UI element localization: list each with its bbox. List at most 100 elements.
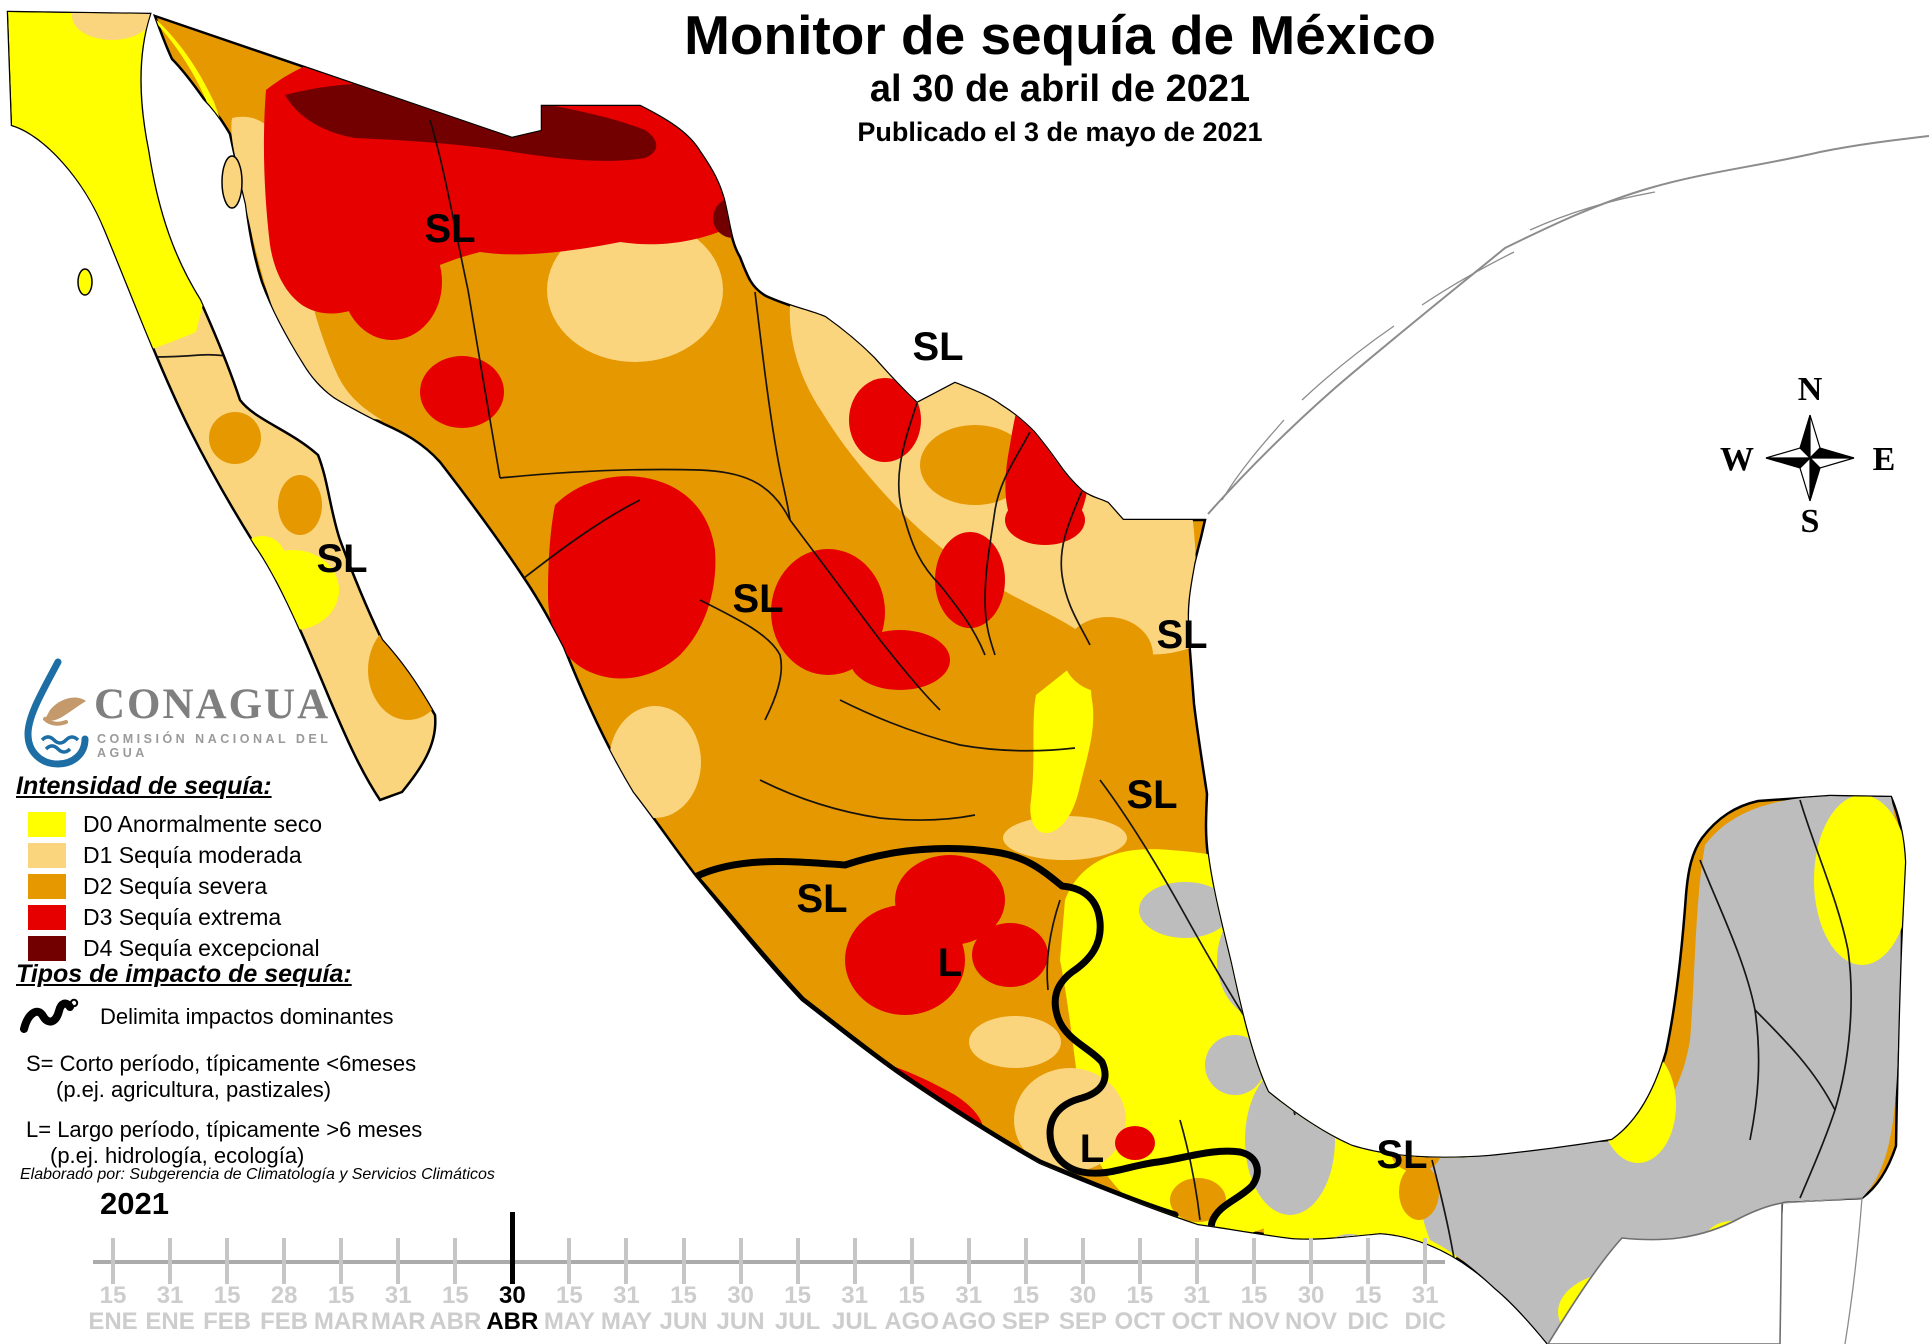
- timeline-tick-15-jun: [681, 1238, 686, 1284]
- timeline-month-label: AGO: [941, 1308, 997, 1335]
- timeline-tick-15-jul: [795, 1238, 800, 1284]
- legend-label-d3: D3 Sequía extrema: [83, 904, 282, 930]
- timeline-month-label: AGO: [884, 1308, 940, 1335]
- timeline-tick-15-sep: [1023, 1238, 1028, 1284]
- compass-e: E: [1873, 441, 1896, 478]
- timeline-tick-15-ago: [909, 1238, 914, 1284]
- us-coastline: [1207, 135, 1929, 515]
- impact-delimit-label: Delimita impactos dominantes: [100, 1004, 394, 1029]
- timeline-day-label: 31: [1183, 1282, 1211, 1309]
- timeline-day-label: 15: [1126, 1282, 1154, 1309]
- timeline-month-label: ABR: [486, 1308, 539, 1335]
- timeline-tick-30-sep: [1080, 1238, 1085, 1284]
- page-title: Monitor de sequía de México: [684, 4, 1436, 66]
- legend-label-d2: D2 Sequía severa: [83, 873, 268, 899]
- timeline-month-label: FEB: [203, 1308, 252, 1335]
- compass-n: N: [1798, 371, 1823, 408]
- impact-short-term-example: (p.ej. agricultura, pastizales): [56, 1077, 332, 1102]
- timeline-tick-28-feb: [282, 1238, 287, 1284]
- header: Monitor de sequía de México al 30 de abr…: [560, 4, 1560, 152]
- legend-label-d0: D0 Anormalmente seco: [83, 811, 323, 837]
- timeline-month-label: ABR: [429, 1308, 482, 1335]
- impact-label-sl: SL: [1376, 1133, 1427, 1177]
- timeline-month-label: NOV: [1285, 1308, 1338, 1335]
- timeline-tick-15-ene: [111, 1238, 115, 1284]
- timeline-tick-30-abr: [509, 1212, 515, 1284]
- timeline-tick-31-mar: [396, 1238, 401, 1284]
- legend-item-d2: D2 Sequía severa: [16, 871, 436, 902]
- timeline-day-label: 30: [1069, 1282, 1097, 1309]
- impact-label-l: L: [1080, 1127, 1104, 1171]
- credit-line: Elaborado por: Subgerencia de Climatolog…: [20, 1166, 495, 1183]
- island-cedros: [77, 268, 93, 296]
- impact-labels: SL SL SL SL SL SL SL L L SL: [316, 207, 1427, 1177]
- timeline-month-label: DIC: [1404, 1308, 1446, 1335]
- impact-label-sl: SL: [732, 577, 783, 621]
- timeline-month-label: JUN: [659, 1308, 708, 1335]
- state-boundaries: [429, 119, 1852, 1301]
- impact-label-l: L: [938, 941, 962, 985]
- timeline-day-label: 31: [613, 1282, 640, 1309]
- published-date: Publicado el 3 de mayo de 2021: [857, 117, 1263, 147]
- impact-long-term: L= Largo período, típicamente >6 meses: [26, 1117, 423, 1142]
- timeline-day-label: 15: [784, 1282, 811, 1309]
- timeline-month-label: JUL: [774, 1308, 821, 1335]
- impact-label-sl: SL: [1156, 613, 1207, 657]
- impact-label-sl: SL: [1126, 773, 1177, 817]
- water-drop-eagle-icon: [24, 658, 89, 768]
- compass-star: [1765, 414, 1855, 502]
- timeline-day-label: 15: [213, 1282, 241, 1309]
- impact-short-term: S= Corto período, típicamente <6meses: [26, 1051, 417, 1076]
- page-subtitle: al 30 de abril de 2021: [869, 68, 1251, 110]
- impact-label-sl: SL: [424, 207, 475, 251]
- compass-s: S: [1801, 503, 1820, 540]
- timeline-day-label: 15: [1240, 1282, 1268, 1309]
- impact-contour: [691, 844, 1276, 1266]
- timeline-tick-31-dic: [1423, 1238, 1428, 1284]
- legend-item-d3: D3 Sequía extrema: [16, 902, 436, 933]
- timeline-day-label: 15: [898, 1282, 926, 1309]
- timeline-month-label: JUL: [831, 1308, 878, 1335]
- timeline-month-label: JUN: [716, 1308, 765, 1335]
- timeline-month-label: MAY: [600, 1308, 652, 1335]
- compass-w: W: [1720, 441, 1754, 478]
- conagua-tagline: COMISIÓN NACIONAL DEL AGUA: [97, 732, 332, 760]
- timeline-tick-15-oct: [1137, 1238, 1142, 1284]
- timeline-month-label: FEB: [260, 1308, 309, 1335]
- timeline-day-label: 15: [441, 1282, 469, 1309]
- intensity-legend-title: Intensidad de sequía:: [16, 772, 272, 800]
- timeline-day-label: 15: [1354, 1282, 1382, 1309]
- timeline-day-label: 31: [841, 1282, 868, 1309]
- legend-swatch-d1: [28, 843, 66, 868]
- legend-label-d1: D1 Sequía moderada: [83, 842, 302, 868]
- timeline-day-label: 28: [270, 1282, 298, 1309]
- timeline-tick-31-ago: [966, 1238, 971, 1284]
- timeline-tick-30-nov: [1309, 1238, 1314, 1284]
- timeline-day-label: 30: [498, 1282, 526, 1309]
- timeline-tick-15-feb: [225, 1238, 230, 1284]
- timeline-day-label: 15: [327, 1282, 355, 1309]
- timeline-month-label: DIC: [1347, 1308, 1389, 1335]
- timeline-day-label: 15: [1012, 1282, 1040, 1309]
- timeline-tick-15-nov: [1252, 1238, 1256, 1284]
- impact-legend: Tipos de impacto de sequía: Delimita imp…: [16, 960, 496, 1169]
- timeline-day-label: 31: [1411, 1282, 1439, 1309]
- intensity-legend-items: D0 Anormalmente seco D1 Sequía moderada D2…: [16, 809, 436, 964]
- timeline-day-label: 30: [1297, 1282, 1325, 1309]
- impact-legend-title: Tipos de impacto de sequía:: [16, 960, 352, 988]
- timeline-day-label: 31: [384, 1282, 412, 1309]
- island-tiburon: [221, 155, 243, 209]
- timeline-month-label: OCT: [1114, 1308, 1166, 1335]
- timeline-month-label: ENE: [88, 1308, 138, 1335]
- timeline-axis: [93, 1260, 1445, 1264]
- impact-squiggle-icon: [20, 998, 79, 1033]
- timeline-month-label: NOV: [1227, 1308, 1280, 1335]
- timeline-year: 2021: [100, 1186, 169, 1221]
- legend-swatch-d2: [28, 874, 66, 899]
- timeline-month-label: MAR: [370, 1308, 426, 1335]
- timeline-month-label: MAR: [313, 1308, 369, 1335]
- timeline-tick-30-jun: [738, 1238, 743, 1284]
- timeline-month-label: SEP: [1001, 1308, 1050, 1335]
